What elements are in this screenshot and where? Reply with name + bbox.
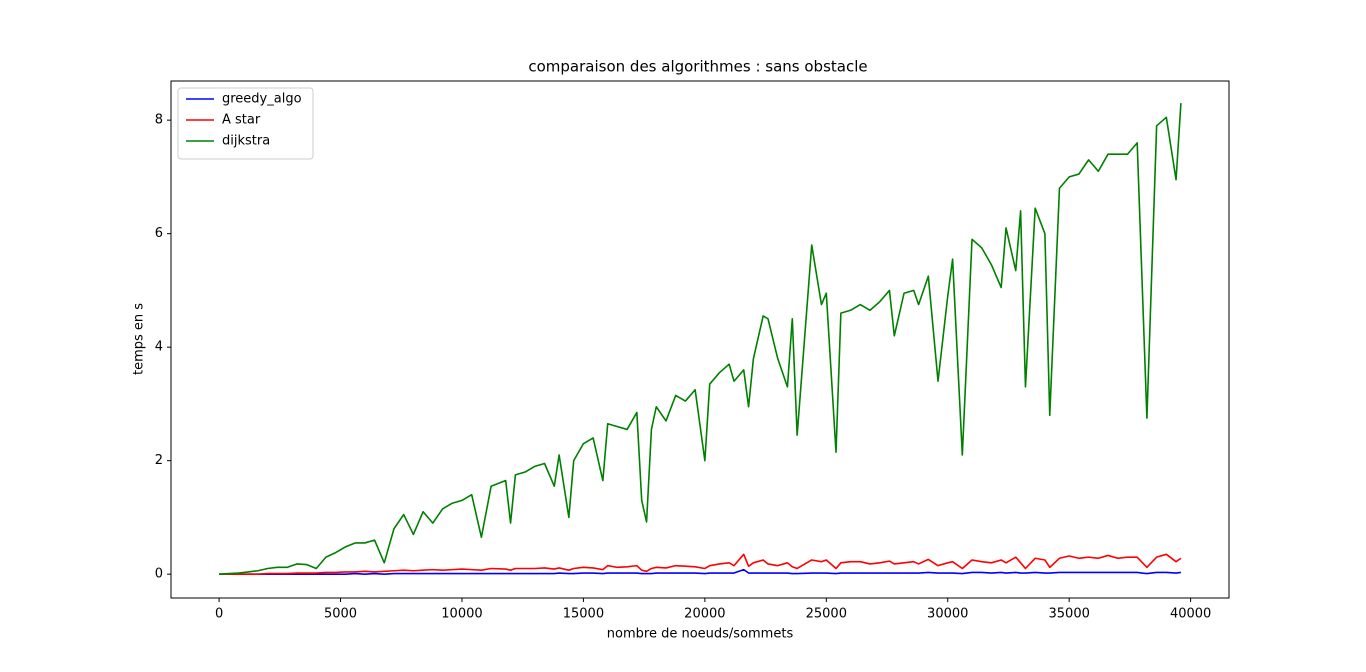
y-tick-label: 2 bbox=[155, 453, 163, 468]
legend-label: dijkstra bbox=[222, 134, 270, 149]
y-tick-label: 8 bbox=[155, 113, 163, 128]
x-tick-label: 5000 bbox=[324, 607, 357, 622]
legend-label: A star bbox=[222, 113, 261, 128]
x-tick-label: 25000 bbox=[806, 607, 847, 622]
y-tick-label: 6 bbox=[155, 226, 163, 241]
y-tick-label: 0 bbox=[155, 567, 163, 582]
line-series bbox=[219, 553, 1182, 575]
x-tick-label: 15000 bbox=[563, 607, 604, 622]
line-series bbox=[219, 103, 1182, 575]
x-tick-label: 0 bbox=[215, 607, 223, 622]
x-tick-label: 30000 bbox=[927, 607, 968, 622]
chart-title: comparaison des algorithmes : sans obsta… bbox=[528, 58, 867, 76]
x-axis-label: nombre de noeuds/sommets bbox=[607, 627, 794, 642]
plot-frame bbox=[170, 80, 1230, 599]
x-tick-label: 10000 bbox=[441, 607, 482, 622]
legend-label: greedy_algo bbox=[222, 92, 302, 107]
x-tick-label: 35000 bbox=[1049, 607, 1090, 622]
x-tick-label: 40000 bbox=[1170, 607, 1211, 622]
line-series bbox=[219, 568, 1182, 575]
y-tick-label: 4 bbox=[155, 340, 163, 355]
y-axis-label: temps en s bbox=[132, 303, 147, 375]
x-tick-label: 20000 bbox=[684, 607, 725, 622]
